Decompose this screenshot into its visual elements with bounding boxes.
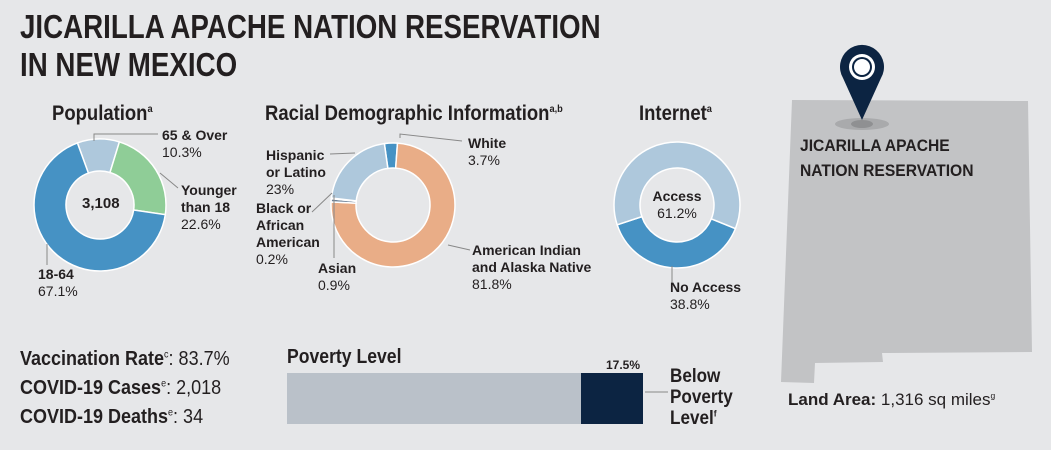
label-text: Below	[670, 366, 721, 387]
label-black: Black or African American 0.2%	[256, 200, 320, 268]
label-text: than 18	[181, 199, 231, 215]
label-younger-18: Younger than 18 22.6%	[181, 182, 237, 233]
label-value: 0.2%	[256, 251, 288, 267]
footnote-c: c	[164, 349, 169, 361]
footnote-a: a	[147, 103, 153, 115]
covid-cases: COVID-19 Casese: 2,018	[20, 377, 221, 400]
footnote-a: a	[706, 103, 712, 115]
poverty-heading: Poverty Level	[287, 346, 402, 368]
label-text: Black or	[256, 200, 312, 216]
label-text: Younger	[181, 182, 237, 198]
covid-deaths: COVID-19 Deathse: 34	[20, 406, 203, 429]
race-heading-text: Racial Demographic Information	[265, 102, 550, 125]
footnote-e: e	[161, 378, 167, 390]
label-text: American	[256, 234, 320, 250]
footnote-ab: a,b	[549, 103, 563, 115]
label-text: Poverty	[670, 387, 733, 408]
stat-value: : 2,018	[166, 377, 222, 399]
race-slice-american-indian-and-alaska-native	[330, 142, 456, 268]
label-text: Hispanic	[266, 147, 325, 163]
internet-heading-text: Internet	[639, 102, 707, 125]
label-white: White 3.7%	[468, 135, 506, 169]
new-mexico-shape	[781, 100, 1032, 383]
poverty-label: Below Poverty Levelf	[670, 366, 733, 429]
poverty-value: 17.5%	[606, 358, 641, 372]
stat-value: : 83.7%	[168, 348, 230, 370]
label-text: No Access	[670, 279, 742, 295]
map-pin-icon	[840, 44, 884, 121]
label-text: or Latino	[266, 164, 326, 180]
land-area-value: 1,316 sq miles	[876, 390, 991, 409]
poverty-bar-fill	[580, 373, 643, 424]
stat-label: COVID-19 Deaths	[20, 406, 169, 428]
label-18-64: 18-64 67.1%	[38, 266, 78, 300]
label-value: 61.2%	[657, 205, 697, 221]
label-text: Asian	[318, 260, 357, 276]
label-value: 38.8%	[670, 296, 710, 312]
map-place-label: JICARILLA APACHE NATION RESERVATION	[800, 133, 974, 183]
stat-label: Vaccination Rate	[20, 348, 165, 370]
internet-slice-access	[613, 141, 741, 230]
label-value: 3.7%	[468, 152, 500, 168]
footnote-e: e	[168, 407, 174, 419]
label-hispanic: Hispanic or Latino 23%	[266, 147, 326, 198]
race-slice-hispanic-or-latino	[330, 142, 389, 202]
place-line-1: JICARILLA APACHE	[800, 136, 950, 155]
label-text: African	[256, 217, 305, 233]
land-area: Land Area: 1,316 sq milesg	[788, 390, 995, 410]
label-text: 18-64	[38, 266, 74, 282]
label-no-access: No Access 38.8%	[670, 279, 741, 313]
label-aian: American Indian and Alaska Native 81.8%	[472, 242, 591, 293]
label-text: Level	[670, 408, 714, 429]
title-line-1: JICARILLA APACHE NATION RESERVATION	[20, 8, 601, 45]
stat-value: : 34	[173, 406, 204, 428]
label-value: 81.8%	[472, 276, 512, 292]
poverty-bar	[287, 373, 643, 424]
population-heading: Populationa	[52, 102, 153, 126]
internet-heading: Interneta	[639, 102, 712, 126]
label-text: and Alaska Native	[472, 259, 592, 275]
label-text: American Indian	[472, 242, 581, 258]
label-value: 23%	[266, 181, 295, 197]
page-title: JICARILLA APACHE NATION RESERVATION IN N…	[20, 8, 601, 84]
vaccination-rate: Vaccination Ratec: 83.7%	[20, 348, 230, 371]
place-line-2: NATION RESERVATION	[800, 161, 974, 180]
footnote-g: g	[990, 390, 996, 401]
label-text: Access	[652, 188, 702, 204]
label-text: 65 & Over	[162, 127, 228, 143]
label-text: White	[468, 135, 507, 151]
land-area-label: Land Area:	[788, 390, 877, 409]
pin-shadow-core	[851, 120, 873, 128]
label-access: Access 61.2%	[650, 188, 704, 222]
label-asian: Asian 0.9%	[318, 260, 356, 294]
footnote-f: f	[713, 408, 717, 420]
label-65-over: 65 & Over 10.3%	[162, 127, 227, 161]
label-value: 10.3%	[162, 144, 202, 160]
stat-label: COVID-19 Cases	[20, 377, 162, 399]
label-value: 0.9%	[318, 277, 350, 293]
population-slice-18-64	[33, 142, 167, 272]
internet-slice-no-access	[616, 215, 737, 269]
label-value: 22.6%	[181, 216, 221, 232]
race-heading: Racial Demographic Informationa,b	[265, 102, 563, 126]
title-line-2: IN NEW MEXICO	[20, 46, 238, 83]
population-total: 3,108	[82, 195, 120, 212]
leader-lines	[46, 133, 673, 393]
label-value: 67.1%	[38, 283, 78, 299]
population-heading-text: Population	[52, 102, 148, 125]
